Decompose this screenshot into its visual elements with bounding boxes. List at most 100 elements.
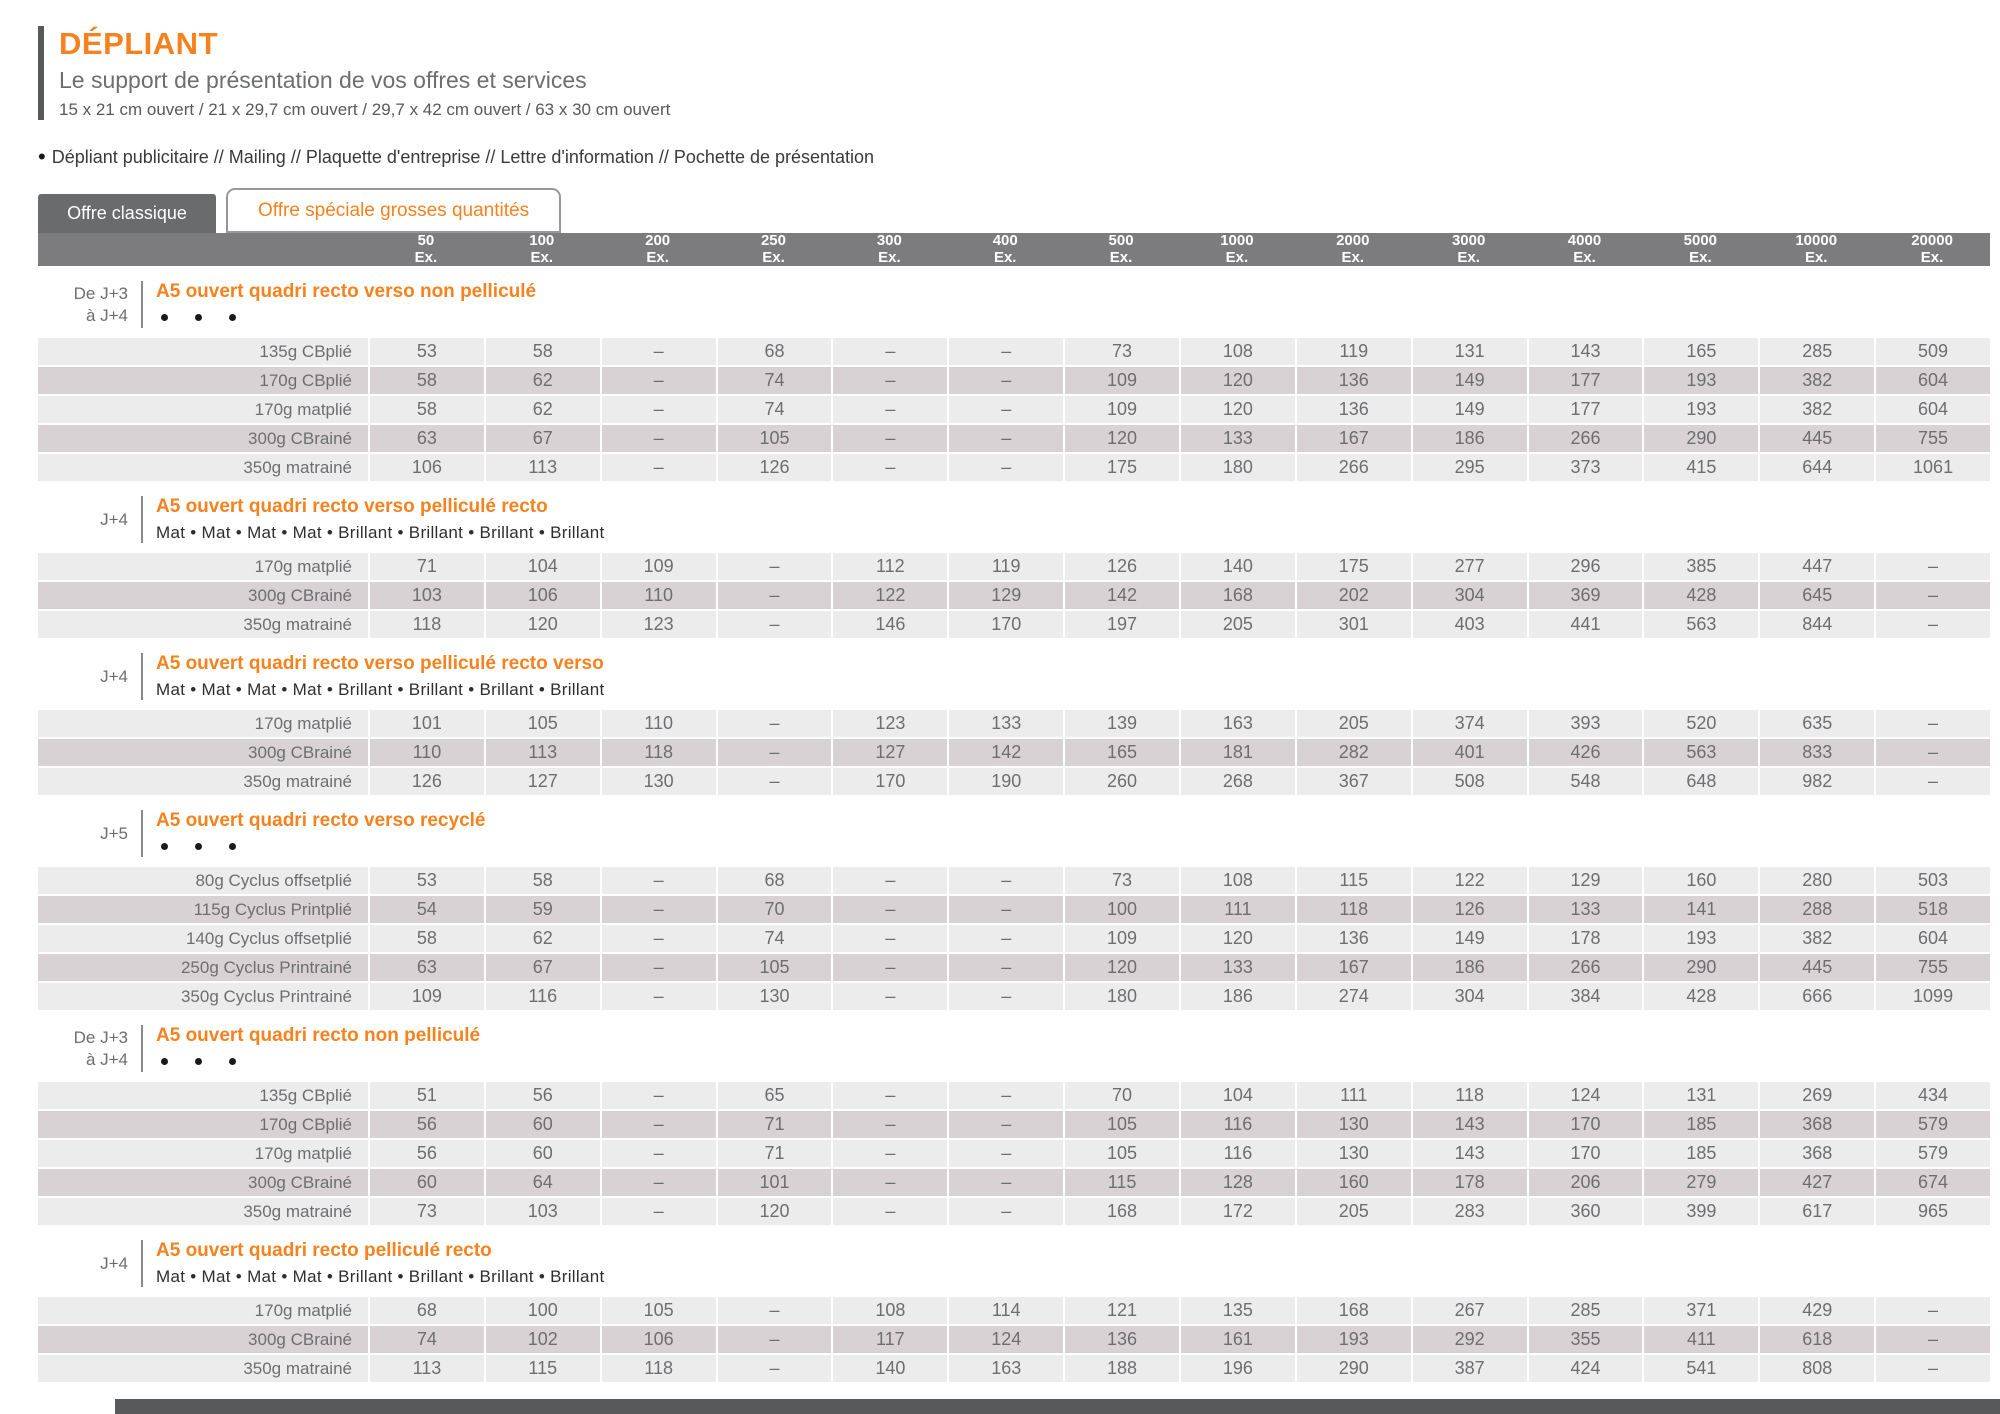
row-label: 135g CBplié <box>38 338 368 365</box>
price-cell: 426 <box>1528 739 1643 766</box>
price-cell: 167 <box>1296 954 1411 981</box>
section-divider-line <box>141 496 143 543</box>
price-cell: 618 <box>1760 1326 1875 1353</box>
tab-offre-classique[interactable]: Offre classique <box>38 194 216 233</box>
price-cell: 193 <box>1644 925 1759 952</box>
price-cell: 73 <box>370 1198 484 1225</box>
price-cell: 129 <box>949 582 1064 609</box>
price-cell: 115 <box>1296 867 1411 894</box>
price-cell: 185 <box>1644 1140 1759 1167</box>
price-cell: 106 <box>370 454 484 481</box>
price-cell: 168 <box>1180 582 1295 609</box>
price-cell: 277 <box>1412 553 1527 580</box>
price-cell: 131 <box>1412 338 1527 365</box>
price-cell: 808 <box>1760 1355 1875 1382</box>
price-cell: 1099 <box>1876 983 1990 1010</box>
price-cell: 648 <box>1644 768 1759 795</box>
pricing-section: J+4 A5 ouvert quadri recto verso pellicul… <box>38 496 1990 638</box>
price-cell: 371 <box>1644 1297 1759 1324</box>
price-cell: 102 <box>485 1326 600 1353</box>
price-cell: 196 <box>1180 1355 1295 1382</box>
price-cell: – <box>601 338 716 365</box>
price-cell: 126 <box>1412 896 1527 923</box>
price-cell: 965 <box>1876 1198 1990 1225</box>
price-cell: 136 <box>1296 925 1411 952</box>
section-divider-line <box>141 810 143 857</box>
row-label: 350g matrainé <box>38 1198 368 1225</box>
price-cell: 120 <box>1180 367 1295 394</box>
price-cell: – <box>949 896 1064 923</box>
delay-label: J+5 <box>100 823 128 843</box>
price-cell: 368 <box>1760 1140 1875 1167</box>
price-cell: 56 <box>485 1082 600 1109</box>
price-cell: 116 <box>485 983 600 1010</box>
price-cell: 382 <box>1760 396 1875 423</box>
price-cell: 193 <box>1644 367 1759 394</box>
delay-label: J+4 <box>100 1253 128 1273</box>
quantity-column-header: 2000 Ex. <box>1336 232 1370 266</box>
price-cell: 266 <box>1528 954 1643 981</box>
table-row: 300g CBrainé 103 106 110–122 129 142 168 202 304… <box>38 582 1990 609</box>
price-cell: 74 <box>717 396 832 423</box>
finish-options: Mat • Mat • Mat • Mat • Brillant • Brill… <box>156 522 605 542</box>
table-row: 140g Cyclus offsetplié 58 62–74– –109 120 136… <box>38 925 1990 952</box>
price-cell: 755 <box>1876 425 1990 452</box>
table-row: 350g matrainé 113 115 118–140 163 188 196 290 38… <box>38 1355 1990 1382</box>
row-label: 170g matplié <box>38 710 368 737</box>
price-cell: 982 <box>1760 768 1875 795</box>
price-cell: 167 <box>1296 425 1411 452</box>
price-cell: – <box>833 867 948 894</box>
price-cell: 428 <box>1644 582 1759 609</box>
price-cell: 384 <box>1528 983 1643 1010</box>
price-cell: – <box>833 1111 948 1138</box>
row-label: 300g CBrainé <box>38 739 368 766</box>
section-header: J+5 A5 ouvert quadri recto verso recyclé <box>38 810 1990 857</box>
price-cell: 274 <box>1296 983 1411 1010</box>
price-cell: – <box>949 1111 1064 1138</box>
price-cell: – <box>601 367 716 394</box>
price-cell: – <box>949 1169 1064 1196</box>
price-cell: 401 <box>1412 739 1527 766</box>
price-cell: 175 <box>1296 553 1411 580</box>
price-cell: 172 <box>1180 1198 1295 1225</box>
tab-offre-speciale-grosses-quantites[interactable]: Offre spéciale grosses quantités <box>226 188 562 233</box>
quantity-column-header: 250 Ex. <box>760 232 786 266</box>
price-cell: 100 <box>1065 896 1179 923</box>
price-cell: 70 <box>717 896 832 923</box>
price-cell: 604 <box>1876 925 1990 952</box>
price-cell: 56 <box>370 1111 484 1138</box>
dot-icon <box>195 842 202 850</box>
price-cell: 133 <box>1180 954 1295 981</box>
price-cell: 123 <box>833 710 948 737</box>
price-cell: 115 <box>1065 1169 1179 1196</box>
price-cell: 186 <box>1180 983 1295 1010</box>
price-cell: 62 <box>485 925 600 952</box>
price-cell: – <box>949 338 1064 365</box>
price-cell: 143 <box>1412 1140 1527 1167</box>
price-cell: 844 <box>1760 611 1875 638</box>
price-cell: 140 <box>1180 553 1295 580</box>
delay-label: J+4 <box>100 666 128 686</box>
row-label: 170g matplié <box>38 396 368 423</box>
price-cell: 563 <box>1644 611 1759 638</box>
price-cell: 129 <box>1528 867 1643 894</box>
price-cell: 124 <box>1528 1082 1643 1109</box>
finish-options: Mat • Mat • Mat • Mat • Brillant • Brill… <box>156 1266 605 1286</box>
price-cell: 131 <box>1644 1082 1759 1109</box>
price-cell: 304 <box>1412 983 1527 1010</box>
price-cell: 113 <box>485 454 600 481</box>
price-cell: 165 <box>1644 338 1759 365</box>
price-cell: 133 <box>1528 896 1643 923</box>
price-cell: 399 <box>1644 1198 1759 1225</box>
section-title: A5 ouvert quadri recto verso pelliculé r… <box>156 653 604 674</box>
price-cell: 62 <box>485 367 600 394</box>
price-cell: 121 <box>1065 1297 1179 1324</box>
price-cell: – <box>1876 739 1990 766</box>
section-divider-line <box>141 653 143 700</box>
price-cell: 143 <box>1528 338 1643 365</box>
price-cell: 165 <box>1065 739 1179 766</box>
price-cell: 105 <box>1065 1111 1179 1138</box>
price-cell: 290 <box>1644 425 1759 452</box>
price-cell: – <box>717 611 832 638</box>
price-cell: 118 <box>1296 896 1411 923</box>
